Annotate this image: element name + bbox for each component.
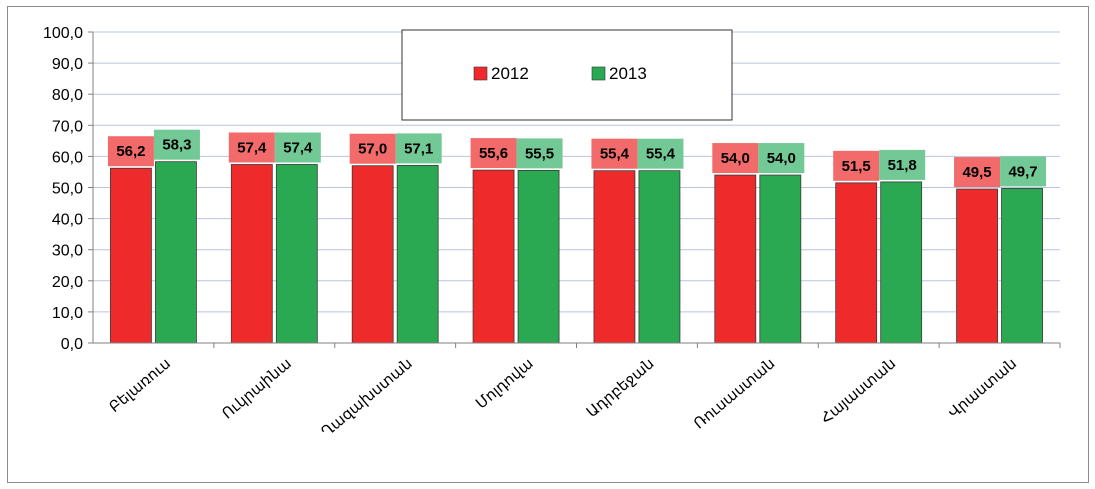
- y-tick-label: 20,0: [52, 274, 83, 291]
- data-label: 55,5: [525, 145, 554, 162]
- y-axis: 0,0 10,0 20,0 30,0 40,0 50,0 60,0 70,0 80,0 90,0 1…: [43, 25, 94, 353]
- legend-swatch: [473, 66, 488, 81]
- bar-2012: [230, 164, 273, 344]
- bar-2012: [835, 182, 878, 344]
- bar-2012: [593, 170, 636, 344]
- data-label-box: [591, 138, 638, 169]
- bar-2013: [759, 174, 802, 344]
- y-tick-label: 50,0: [52, 181, 83, 198]
- category-label: Հայաստան: [818, 355, 900, 427]
- bars: [110, 161, 1043, 344]
- y-tick-label: 100,0: [43, 25, 83, 42]
- data-label: 55,4: [646, 146, 676, 163]
- data-label: 49,5: [962, 164, 991, 181]
- bar-2012: [110, 167, 152, 344]
- x-axis: Բելառուս Ուկրաինա Ղազախստան Մոլդովա Ադրբեջան…: [93, 342, 1061, 441]
- category-label: Բելառուս: [106, 355, 174, 416]
- data-label: 57,4: [283, 139, 313, 156]
- y-tick-label: 0,0: [61, 336, 83, 353]
- bar-2013: [155, 161, 197, 344]
- data-label-box: [395, 133, 442, 164]
- data-label-box: [153, 129, 200, 160]
- data-label: 57,1: [404, 140, 433, 157]
- y-tick-label: 70,0: [52, 118, 83, 135]
- data-label-box: [1000, 156, 1047, 187]
- legend-box: [401, 29, 733, 121]
- bar-2013: [880, 181, 923, 344]
- data-label-box: [637, 138, 684, 169]
- data-label-box: [107, 136, 154, 167]
- y-tick-label: 90,0: [52, 56, 83, 73]
- bar-2013: [275, 164, 318, 344]
- data-label: 51,5: [842, 158, 871, 175]
- bar-2012: [472, 169, 515, 344]
- data-label-box: [712, 143, 759, 174]
- data-label-box: [758, 143, 805, 174]
- data-label: 54,0: [721, 150, 750, 167]
- data-label: 55,4: [600, 146, 630, 163]
- data-label-box: [833, 150, 880, 181]
- data-label-box: [516, 138, 563, 169]
- legend-label: 2013: [609, 64, 647, 83]
- legend: 2012 2013: [401, 29, 733, 121]
- data-label: 54,0: [767, 150, 796, 167]
- bar-2012: [714, 174, 757, 344]
- legend-label: 2012: [491, 64, 529, 83]
- bar-2012: [351, 165, 394, 344]
- legend-swatch: [591, 66, 606, 81]
- data-label: 49,7: [1008, 163, 1037, 180]
- category-label: Մոլդովա: [473, 355, 537, 412]
- category-label: Ղազախստան: [318, 355, 415, 441]
- data-label: 57,0: [358, 141, 387, 158]
- data-label-box: [954, 157, 1001, 188]
- data-label-box: [274, 132, 321, 163]
- data-label: 57,4: [237, 139, 267, 156]
- category-label: Վրաստան: [945, 355, 1020, 422]
- data-label: 56,2: [116, 143, 145, 160]
- y-tick-label: 30,0: [52, 243, 83, 260]
- y-tick-label: 60,0: [52, 149, 83, 166]
- y-tick-label: 40,0: [52, 212, 83, 229]
- data-label: 58,3: [162, 137, 191, 154]
- data-label-box: [349, 133, 396, 164]
- bar-2013: [1001, 188, 1043, 344]
- bar-2013: [638, 170, 681, 344]
- data-label-box: [879, 149, 926, 180]
- bar-2012: [956, 188, 998, 344]
- bar-2013: [396, 165, 439, 344]
- y-tick-label: 80,0: [52, 87, 83, 104]
- category-label: Ռուսաստան: [691, 355, 779, 432]
- category-label: Ուկրաինա: [219, 355, 295, 422]
- data-labels: 56,2 58,3 57,4 57,4 57,0 57,1 55,6 55,5 55,4 55,4…: [107, 129, 1047, 188]
- data-label-box: [470, 138, 517, 169]
- category-label: Ադրբեջան: [583, 355, 657, 421]
- data-label-box: [228, 132, 275, 163]
- data-label: 55,6: [479, 145, 508, 162]
- bar-2013: [517, 169, 560, 344]
- y-tick-label: 10,0: [52, 305, 83, 322]
- data-label: 51,8: [888, 157, 917, 174]
